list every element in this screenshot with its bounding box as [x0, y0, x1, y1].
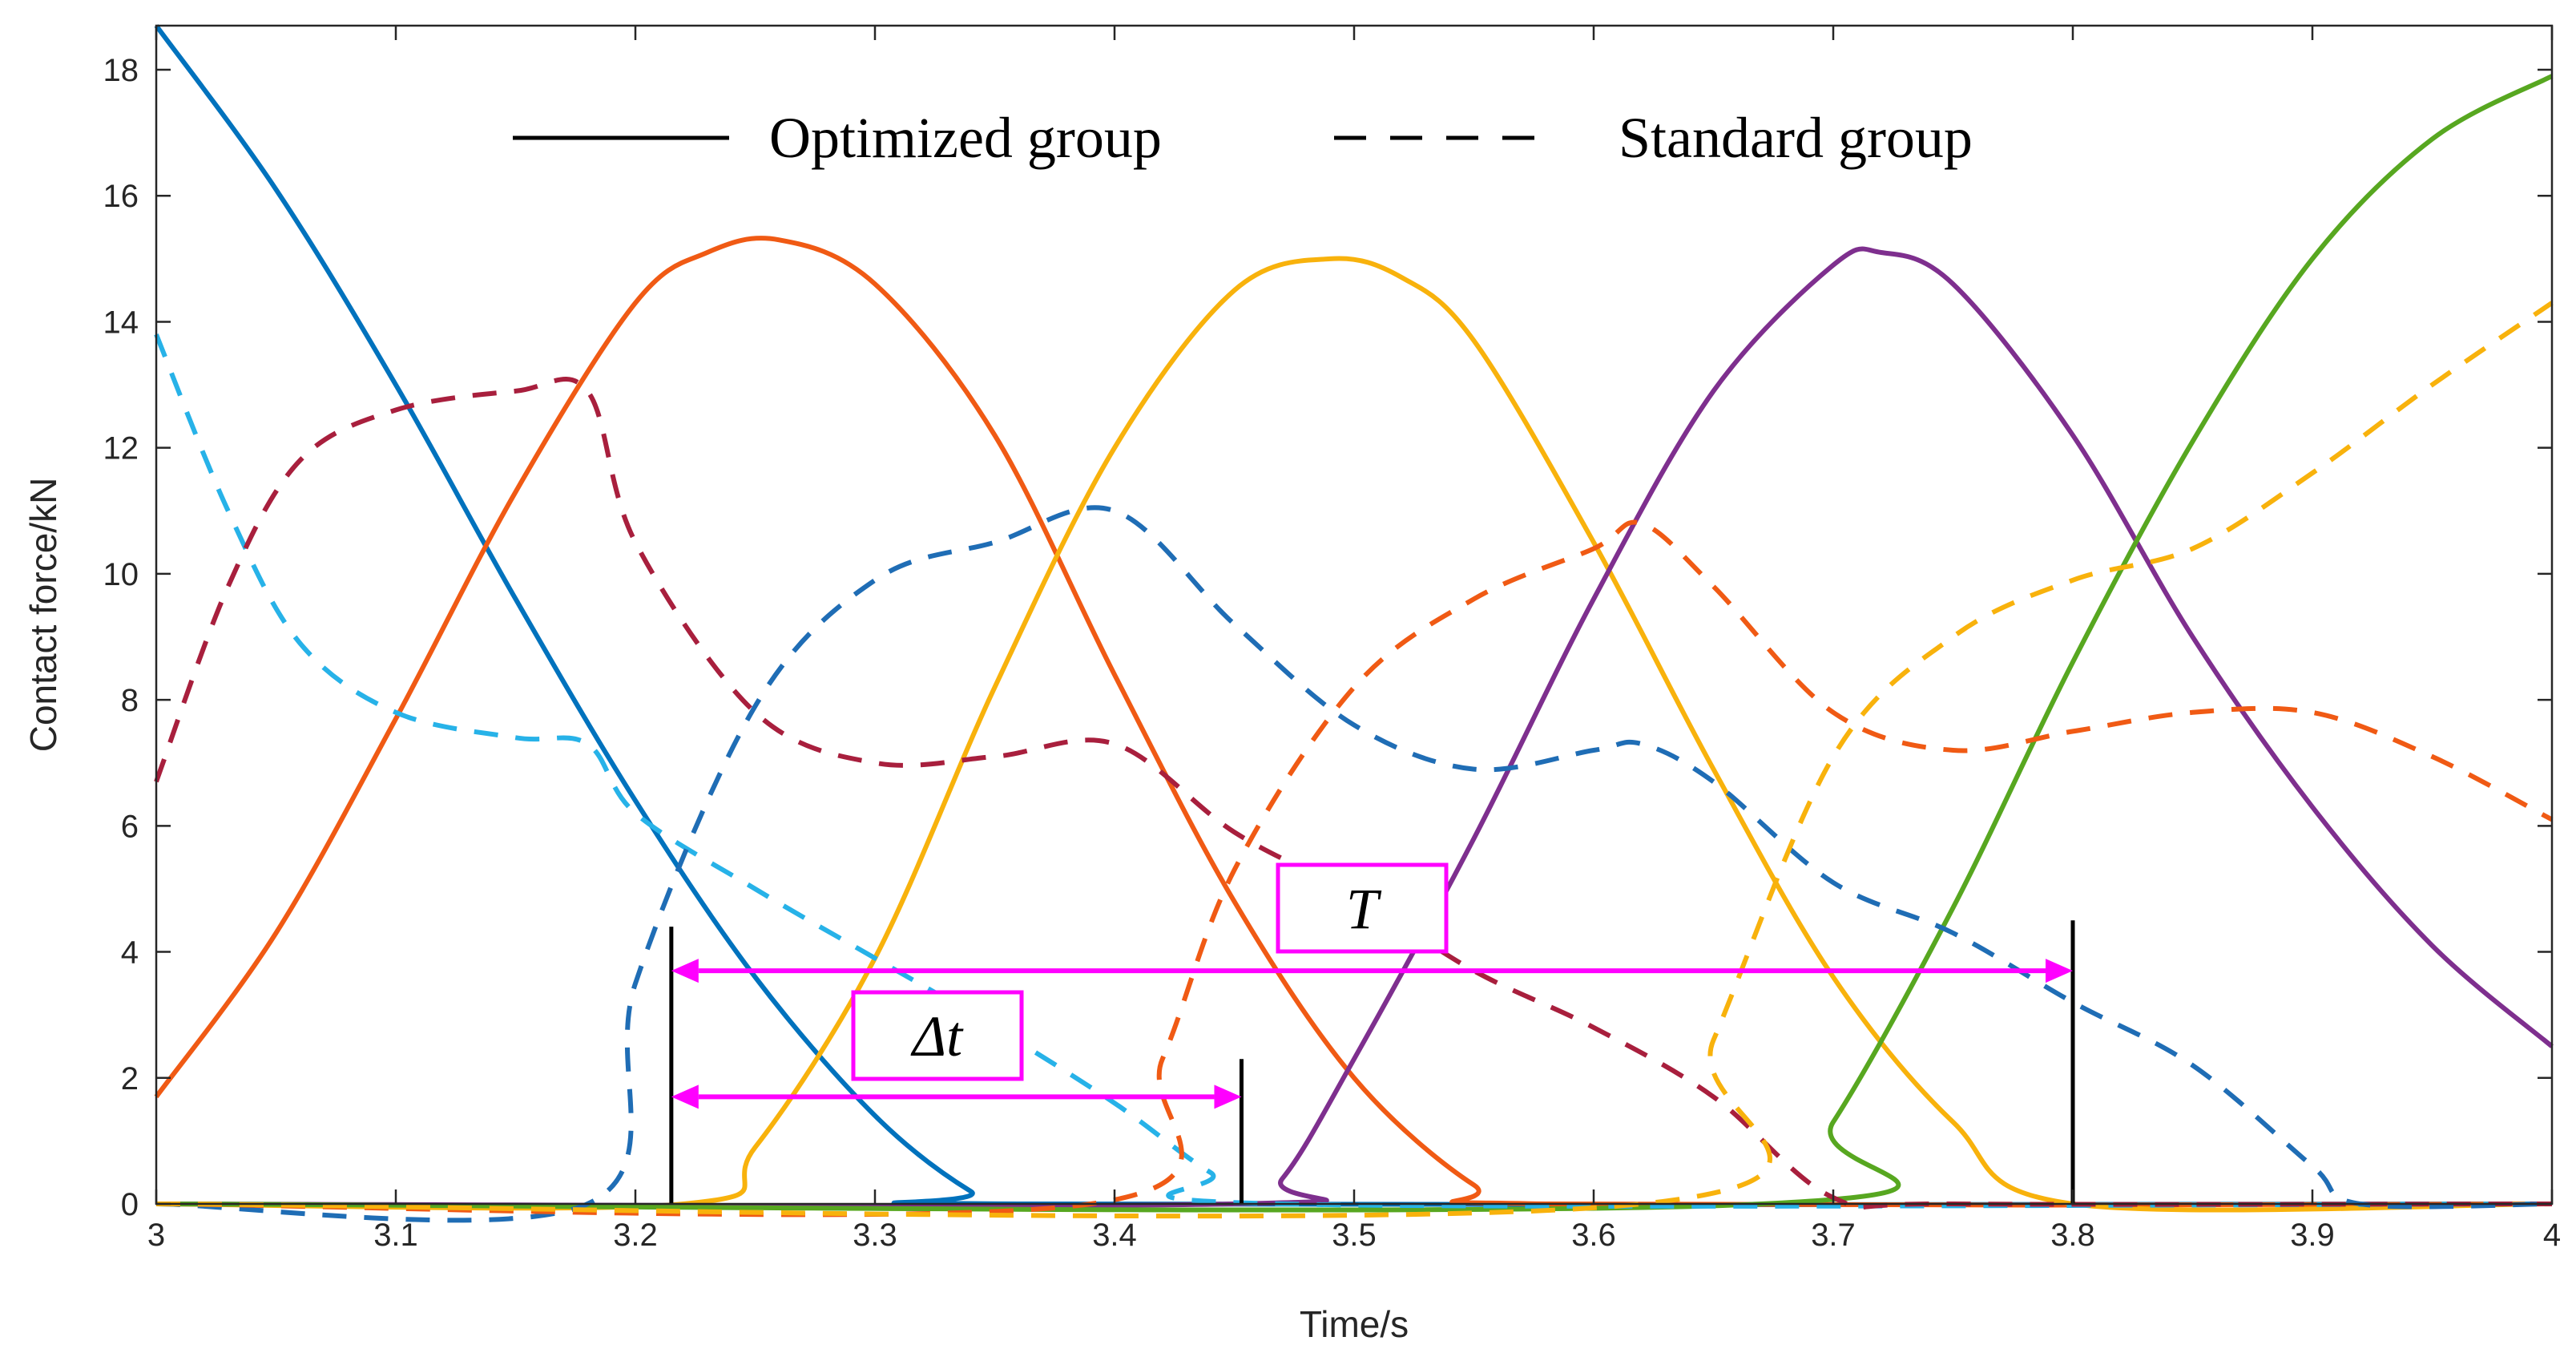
y-tick-label-0: 0 [121, 1187, 139, 1222]
annotation-arrowhead-left-2 [671, 1084, 699, 1109]
annotation-arrowhead-left-1 [671, 959, 699, 983]
annotation-arrowhead-right-1 [2046, 959, 2073, 983]
x-tick-label-6: 3.6 [1571, 1218, 1616, 1253]
y-tick-label-6: 12 [103, 431, 139, 466]
series-line-2 [154, 236, 2553, 1208]
plot-frame [155, 24, 2554, 1206]
y-tick-label-2: 4 [121, 935, 139, 971]
x-axis-label: Time/s [1300, 1303, 1409, 1345]
series-line-1 [154, 24, 2553, 1208]
y-tick-label-4: 8 [121, 683, 139, 718]
x-tick-label-7: 3.7 [1811, 1218, 1856, 1253]
series-line-9 [155, 519, 2554, 1218]
x-tick-label-4: 3.4 [1092, 1218, 1137, 1253]
tick-layer: 3 3.1 3.2 3.3 3.4 3.5 3.6 3.7 3.8 3.9 4 0 2 4 6 8 10 12 14… [103, 26, 2561, 1253]
x-tick-label-1: 3.1 [373, 1218, 418, 1253]
annotation-layer: T Δt [671, 862, 2073, 1109]
series-line-5 [155, 74, 2554, 1213]
y-tick-label-8: 16 [103, 179, 139, 214]
x-tick-label-10: 4 [2543, 1218, 2561, 1253]
y-tick-label-5: 10 [103, 557, 139, 592]
series-line-3 [155, 256, 2553, 1213]
x-tick-label-8: 3.8 [2050, 1218, 2095, 1253]
x-tick-label-2: 3.2 [613, 1218, 658, 1253]
y-tick-label-7: 14 [103, 305, 139, 340]
x-tick-label-9: 3.9 [2290, 1218, 2335, 1253]
legend: Optimized group Standard group [513, 106, 1973, 170]
series-line-6 [154, 333, 2553, 1209]
annotation-arrowhead-right-2 [1214, 1084, 1242, 1109]
x-tick-label-3: 3.3 [853, 1218, 897, 1253]
y-tick-label-3: 6 [121, 809, 139, 844]
annotation-label-1: T [1346, 877, 1382, 941]
annotation-box-1 [1276, 862, 1449, 954]
series-line-8 [155, 505, 2553, 1223]
y-axis-label: Contact force/kN [22, 478, 64, 753]
series-line-10 [155, 301, 2554, 1219]
x-tick-label-5: 3.5 [1332, 1218, 1377, 1253]
series-line-7 [154, 377, 2553, 1210]
y-tick-label-9: 18 [103, 53, 139, 88]
annotation-label-2: Δt [910, 1004, 964, 1068]
annotation-box-2 [851, 990, 1024, 1081]
x-tick-label-0: 3 [147, 1218, 165, 1253]
legend-label-optimized: Optimized group [769, 106, 1162, 170]
legend-label-standard: Standard group [1619, 106, 1973, 170]
marker-layer [669, 920, 2075, 1204]
y-tick-label-1: 2 [121, 1061, 139, 1097]
series-layer [154, 24, 2554, 1223]
